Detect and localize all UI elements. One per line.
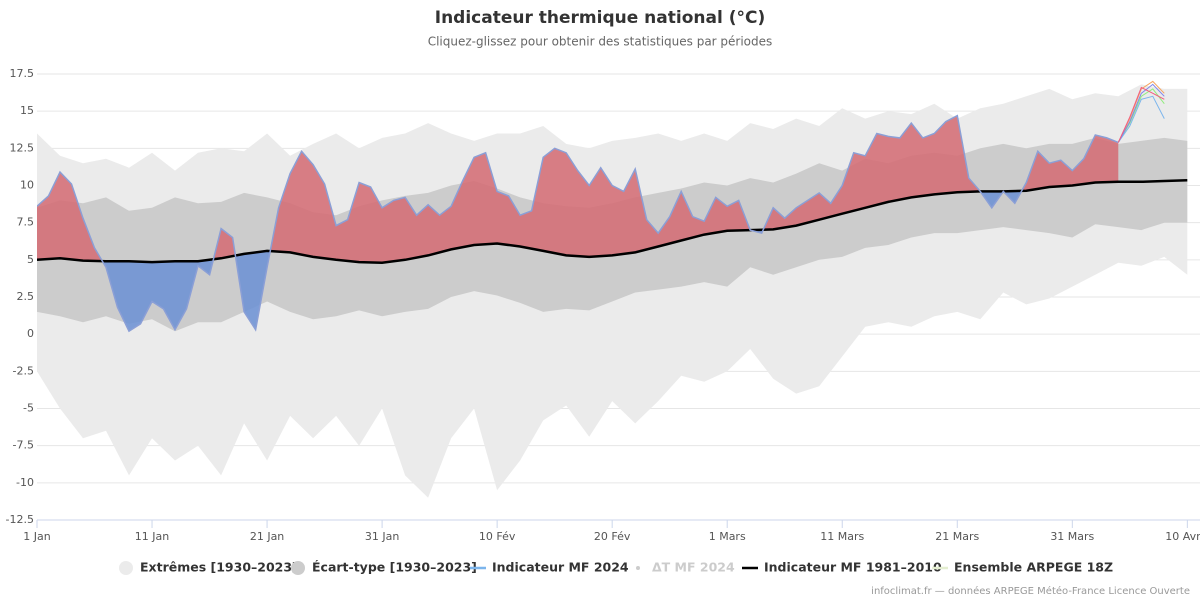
y-tick-label: 0 (27, 327, 34, 340)
y-tick-label: 7.5 (17, 216, 35, 229)
x-tick-label: 1 Jan (23, 530, 50, 543)
y-tick-label: 12.5 (10, 141, 35, 154)
legend-item[interactable]: Indicateur MF 2024 (470, 560, 629, 575)
y-tick-label: -10 (16, 476, 34, 489)
x-tick-label: 31 Mars (1050, 530, 1094, 543)
x-tick-label: 31 Jan (365, 530, 399, 543)
y-tick-label: 15 (20, 104, 34, 117)
x-tick-label: 21 Mars (935, 530, 979, 543)
x-tick-label: 1 Mars (709, 530, 746, 543)
legend-item[interactable]: Extrêmes [1930–2023] (119, 560, 298, 576)
plot-area (37, 80, 1188, 498)
legend-item[interactable]: Ensemble ARPEGE 18Z (932, 560, 1113, 575)
legend-item[interactable]: ΔT MF 2024 (636, 560, 735, 575)
legend-label: Extrêmes [1930–2023] (140, 560, 298, 575)
legend-label: Ensemble ARPEGE 18Z (954, 560, 1113, 575)
chart-subtitle: Cliquez-glissez pour obtenir des statist… (428, 35, 773, 49)
indicator-line (37, 114, 1119, 333)
x-tick-label: 11 Mars (820, 530, 864, 543)
y-tick-label: 17.5 (10, 67, 35, 80)
x-tick-label: 20 Fév (594, 530, 631, 543)
y-tick-label: -12.5 (6, 513, 34, 526)
legend-item[interactable]: Indicateur MF 1981–2010 (742, 560, 942, 575)
legend-symbol (291, 561, 305, 575)
legend-symbol (636, 566, 640, 570)
normal-line (37, 179, 1188, 265)
y-tick-label: 5 (27, 253, 34, 266)
legend-symbol (119, 561, 133, 575)
x-tick-label: 10 Fév (479, 530, 516, 543)
y-tick-label: 10 (20, 179, 34, 192)
legend-item[interactable]: Écart-type [1930–2023] (291, 560, 477, 576)
x-tick-label: 21 Jan (250, 530, 284, 543)
y-tick-label: -2.5 (13, 364, 34, 377)
chart-title: Indicateur thermique national (°C) (435, 8, 765, 28)
y-tick-label: -5 (23, 402, 34, 415)
ensemble-member (1117, 86, 1165, 143)
legend-label: Indicateur MF 1981–2010 (764, 560, 942, 575)
x-tick-label: 10 Avr (1165, 530, 1200, 543)
legend: Extrêmes [1930–2023] Écart-type [1930–202… (119, 560, 1113, 576)
y-tick-label: 2.5 (17, 290, 35, 303)
x-tick-label: 11 Jan (135, 530, 169, 543)
ensemble-member (1117, 95, 1165, 143)
y-tick-label: -7.5 (13, 439, 34, 452)
axes: -12.5 -10 -7.5 -5 -2.5 0 2.5 5 7.5 10 12.5 15 17.5 1 … (6, 67, 1200, 543)
legend-label: Écart-type [1930–2023] (312, 560, 477, 575)
ensemble-member (1117, 83, 1165, 143)
credits: infoclimat.fr — données ARPEGE Météo-Fra… (871, 585, 1190, 597)
legend-label: Indicateur MF 2024 (492, 560, 629, 575)
legend-label: ΔT MF 2024 (652, 560, 735, 575)
